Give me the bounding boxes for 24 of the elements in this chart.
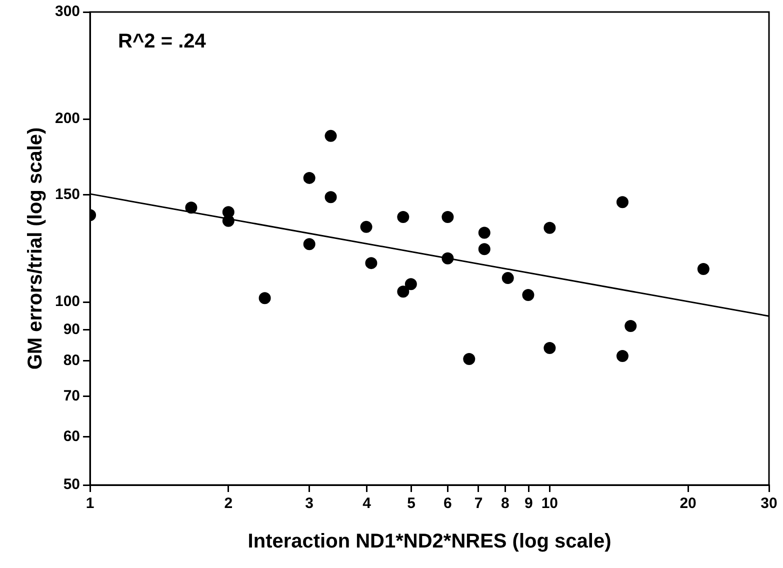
x-tick-label: 6 [444, 495, 452, 512]
x-tick-label: 10 [541, 495, 558, 512]
y-tick-label: 60 [63, 428, 80, 446]
x-tick-label: 7 [474, 495, 483, 512]
y-tick-label: 90 [63, 320, 80, 338]
x-tick-label: 9 [524, 495, 533, 512]
y-tick-label: 150 [54, 186, 80, 204]
y-axis-title: GM errors/trial (log scale) [24, 127, 47, 370]
x-axis-title: Interaction ND1*ND2*NRES (log scale) [248, 530, 612, 553]
x-tick-label: 3 [305, 495, 314, 512]
x-tick-label: 20 [680, 495, 696, 512]
x-tick-label: 4 [362, 495, 372, 512]
y-tick-label: 100 [54, 293, 80, 310]
x-tick-label: 8 [500, 495, 510, 512]
x-tick-label: 30 [760, 495, 778, 512]
x-tick-label: 5 [407, 495, 416, 512]
y-tick-label: 70 [63, 387, 80, 404]
y-tick-label: 200 [54, 110, 80, 128]
x-tick-label: 1 [86, 495, 94, 512]
y-tick-label: 300 [54, 3, 80, 20]
x-tick-label: 2 [224, 495, 233, 512]
y-tick-label: 50 [63, 476, 80, 494]
annotation: R^2 = .24 [118, 30, 207, 53]
y-tick-label: 80 [63, 352, 80, 370]
